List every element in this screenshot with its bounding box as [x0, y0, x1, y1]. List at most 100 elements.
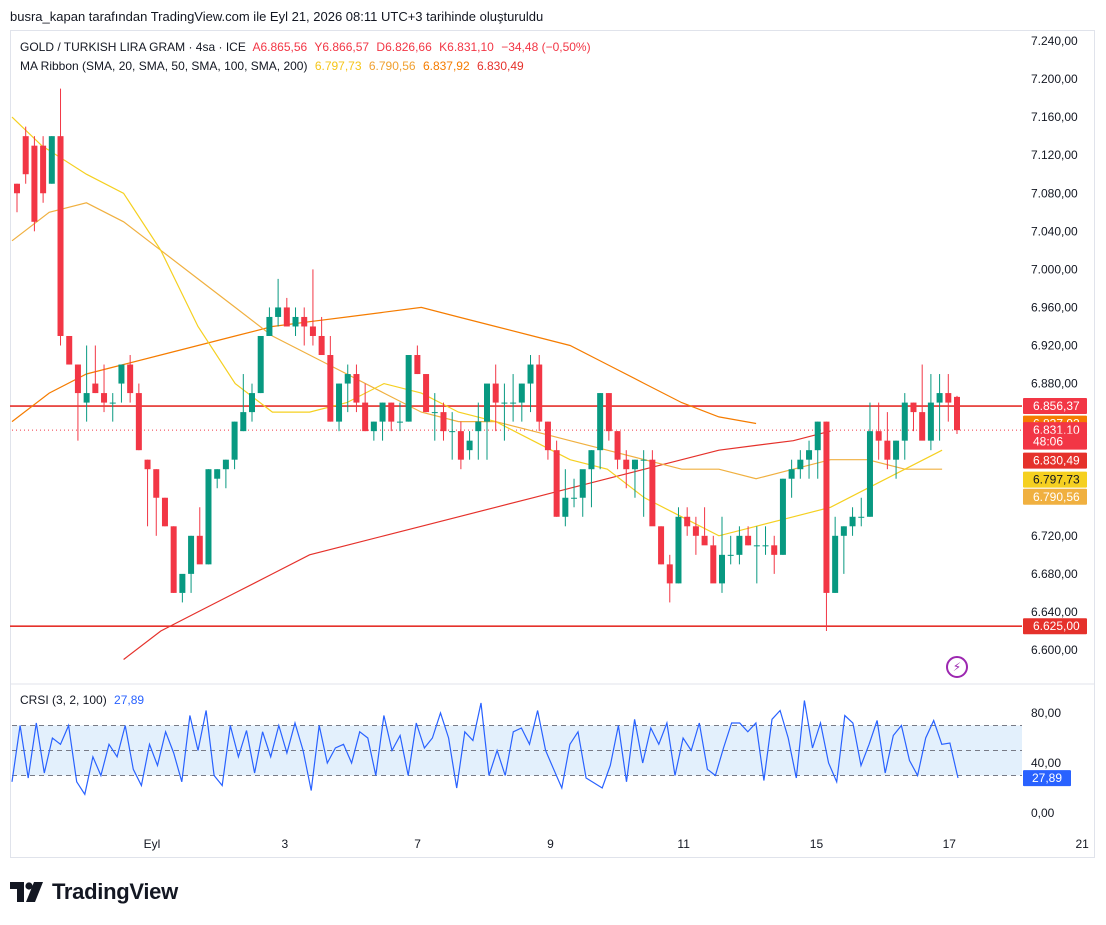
crsi-label[interactable]: CRSI (3, 2, 100) [20, 693, 107, 707]
candle-body [257, 335, 264, 394]
candle-body [48, 136, 55, 184]
candle-body [231, 421, 238, 460]
candle-body [457, 431, 464, 460]
candle-body [327, 355, 334, 422]
legend-close: K6.831,10 [439, 40, 494, 54]
candle-body [344, 374, 351, 384]
candle-body [727, 554, 734, 556]
candle-body [866, 431, 873, 517]
candle-body [927, 402, 934, 441]
candle-body [214, 469, 221, 479]
tradingview-logo[interactable]: TradingView [10, 879, 178, 905]
time-axis-label: 7 [414, 837, 421, 851]
candle-body [370, 421, 377, 432]
candle-body [492, 383, 499, 403]
candle-body [466, 440, 473, 451]
candle-body [14, 183, 20, 194]
candle-body [623, 459, 630, 470]
candle-body [579, 469, 586, 498]
candle-body [919, 412, 926, 441]
candle-body [649, 459, 656, 527]
candle-body [135, 393, 142, 451]
candle-body [83, 393, 90, 403]
price-label-box [1023, 618, 1087, 635]
candle-body [884, 440, 891, 460]
candle-body [74, 364, 81, 394]
candle-body [640, 459, 647, 461]
symbol-legend: GOLD / TURKISH LIRA GRAM · 4sa · ICE A6.… [20, 40, 595, 54]
candle-body [144, 459, 151, 470]
candle-body [188, 535, 195, 574]
legend-high: Y6.866,57 [314, 40, 370, 54]
lightning-icon[interactable]: ⚡ [946, 656, 968, 678]
candle-body [588, 450, 595, 470]
crsi-tick-label: 40,00 [1031, 756, 1061, 770]
price-tick-label: 7.200,00 [1031, 72, 1078, 86]
candle-body [858, 516, 865, 518]
price-tick-label: 6.880,00 [1031, 377, 1078, 391]
candle-body [440, 412, 447, 432]
candle-body [510, 402, 517, 404]
candle-body [240, 412, 247, 432]
candle-body [275, 307, 282, 317]
crsi-value: 27,89 [114, 693, 145, 707]
ma20-value: 6.797,73 [314, 59, 362, 73]
candle-body [336, 383, 343, 422]
candle-body [675, 516, 682, 584]
candle-body [779, 478, 786, 555]
candle-body [431, 412, 438, 414]
candle-body [945, 393, 952, 403]
candle-body [353, 374, 360, 403]
candle-body [362, 402, 369, 432]
legend-low: D6.826,66 [376, 40, 432, 54]
time-axis-label: 15 [810, 837, 824, 851]
price-label-text: 6.797,73 [1033, 473, 1080, 487]
candle-body [249, 393, 255, 413]
symbol-name[interactable]: GOLD / TURKISH LIRA GRAM · 4sa · ICE [20, 40, 246, 54]
time-axis-label: Eyl [144, 837, 161, 851]
candle-body [396, 421, 403, 423]
candle-body [92, 383, 99, 394]
price-label-box [1023, 471, 1087, 488]
candle-body [101, 393, 108, 403]
candle-body [684, 516, 691, 527]
candle-body [475, 421, 482, 432]
crsi-tick-label: 80,00 [1031, 706, 1061, 720]
candle-body [405, 355, 412, 422]
candle-body [292, 316, 299, 327]
sma200-line [123, 430, 831, 660]
price-tick-label: 6.680,00 [1031, 567, 1078, 581]
candle-body [875, 431, 882, 441]
candle-body [910, 402, 917, 413]
ma100-value: 6.837,92 [422, 59, 470, 73]
candle-body [692, 526, 699, 536]
candle-body [701, 535, 708, 546]
crsi-tick-label: 0,00 [1031, 806, 1055, 820]
price-tick-label: 7.040,00 [1031, 224, 1078, 238]
candle-body [309, 326, 316, 336]
candle-body [553, 450, 560, 517]
candle-body [518, 383, 525, 403]
price-tick-label: 7.240,00 [1031, 34, 1078, 48]
candle-body [423, 374, 430, 413]
candle-body [40, 145, 47, 194]
ma-ribbon-label[interactable]: MA Ribbon (SMA, 20, SMA, 50, SMA, 100, S… [20, 59, 308, 73]
price-tick-label: 6.600,00 [1031, 643, 1078, 657]
candle-body [31, 145, 38, 222]
candle-body [710, 545, 717, 584]
candle-body [414, 355, 421, 375]
candle-body [840, 526, 847, 536]
candle-body [954, 396, 960, 431]
price-tick-label: 6.720,00 [1031, 529, 1078, 543]
crsi-legend: CRSI (3, 2, 100) 27,89 [20, 693, 148, 707]
price-label-box [1023, 433, 1087, 450]
candle-body [484, 383, 490, 422]
time-axis-label: 17 [943, 837, 957, 851]
candle-body [814, 421, 821, 451]
price-label-text: 48:06 [1033, 435, 1063, 449]
crsi-line [11, 700, 959, 796]
tradingview-logo-icon [10, 882, 43, 902]
crsi-last-label-box [1023, 770, 1071, 787]
candle-body [797, 459, 804, 470]
